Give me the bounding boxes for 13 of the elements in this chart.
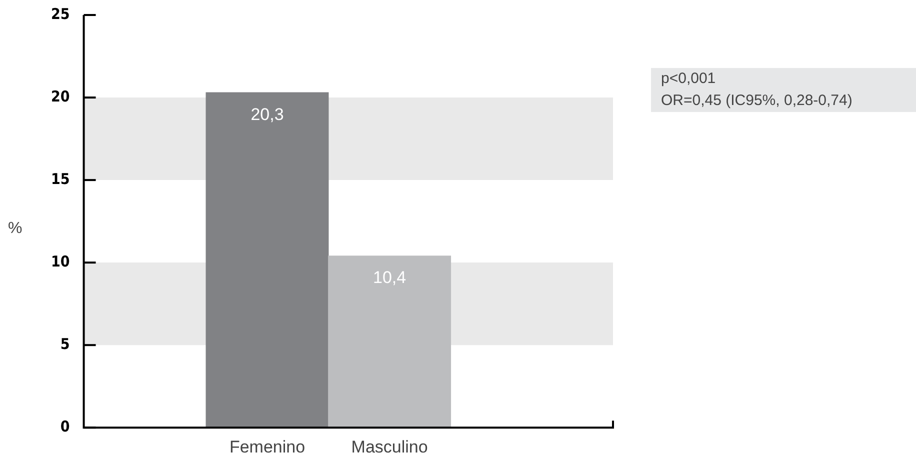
y-tick-label: 10 [51, 252, 70, 270]
x-tick-label: Femenino [229, 437, 306, 456]
y-axis-title: % [8, 220, 22, 238]
text: p<0,001 [661, 69, 717, 89]
data-label: 10,4 [372, 268, 406, 288]
y-tick-label: 0 [60, 417, 70, 436]
y-tick-label: 25 [51, 4, 70, 23]
text: OR=0,45 (IC95%, 0,28-0,74) [661, 91, 854, 111]
y-tick-label: 5 [60, 334, 70, 353]
data-label: 20,3 [250, 104, 284, 124]
y-tick-label: 15 [51, 170, 70, 188]
y-tick-label: 20 [51, 87, 70, 106]
x-tick-label: Masculino [351, 437, 428, 456]
